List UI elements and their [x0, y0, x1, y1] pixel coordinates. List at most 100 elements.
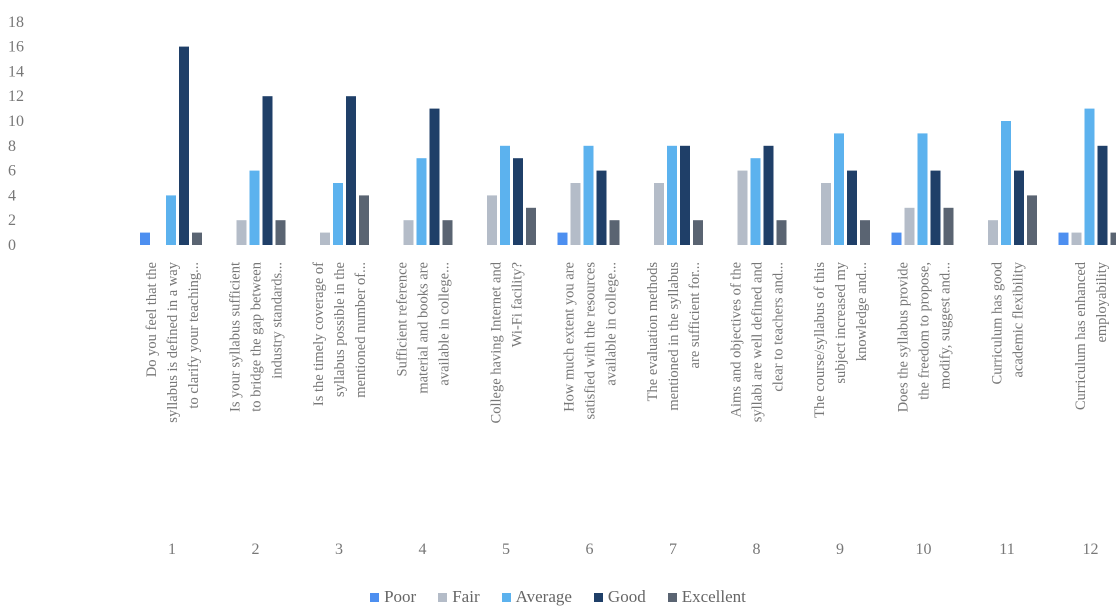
category-label-line: available in college... [437, 262, 453, 386]
category-label-line: Does the syllabus provide [896, 262, 912, 412]
category-label-5: College having Internet and Wi-Fi facilit… [489, 261, 526, 423]
y-tick-label: 8 [8, 138, 16, 155]
category-label-line: Aims and objectives of the [729, 262, 745, 417]
y-tick-label: 6 [8, 163, 16, 180]
category-number: 7 [669, 541, 677, 558]
category-number: 3 [335, 541, 343, 558]
category-label-line: syllabi are well defined and [750, 261, 766, 422]
bar-good-3 [346, 96, 356, 245]
bar-poor-12 [1058, 232, 1069, 245]
bar-excellent-6 [609, 220, 620, 245]
y-tick-label: 0 [8, 237, 16, 254]
category-label-line: Curriculum has good [990, 261, 1006, 384]
category-number: 12 [1083, 541, 1099, 558]
category-label-line: Sufficient reference [395, 262, 411, 376]
category-label-line: mentioned in the syllabus [666, 262, 682, 411]
legend-swatch [370, 592, 380, 602]
bar-good-8 [763, 145, 774, 245]
category-label-6: How much extent you are satisfied with th… [562, 262, 620, 420]
category-numbers: 1 2 3 4 5 6 7 8 9 10 11 12 [168, 541, 1099, 558]
bar-excellent-12 [1110, 232, 1116, 245]
bar-excellent-3 [359, 195, 369, 245]
category-label-9: The course/syllabus of this subject incre… [812, 261, 870, 418]
y-tick-label: 2 [8, 212, 16, 229]
category-label-line: satisfied with the resources [583, 262, 599, 420]
bar-good-6 [596, 170, 607, 245]
bar-good-11 [1014, 170, 1024, 245]
category-label-10: Does the syllabus provide the freedom to … [896, 262, 954, 412]
bar-fair-2 [236, 220, 247, 245]
legend-swatch [438, 592, 448, 602]
bar-excellent-10 [943, 207, 954, 245]
category-label-line: Do you feel that the [144, 262, 160, 377]
category-number: 9 [836, 541, 844, 558]
category-label-line: The evaluation methods [645, 262, 661, 402]
bar-fair-9 [821, 183, 831, 245]
bar-average-9 [834, 133, 844, 245]
category-label-line: clear to teachers and... [771, 262, 787, 392]
category-label-4: Sufficient reference material and books a… [395, 262, 453, 394]
category-label-3: Is the timely coverage of syllabus possib… [311, 262, 369, 406]
category-label-line: to clarify your teaching... [186, 262, 202, 409]
bar-average-8 [750, 158, 761, 245]
category-label-line: material and books are [416, 262, 432, 394]
y-tick-label: 18 [8, 14, 24, 31]
bar-fair-4 [403, 220, 414, 245]
bar-excellent-5 [526, 207, 536, 245]
legend-item-excellent: Excellent [667, 587, 746, 607]
bar-good-1 [179, 46, 189, 245]
category-label-line: academic flexibility [1011, 261, 1027, 377]
bar-excellent-4 [442, 220, 453, 245]
bars [140, 46, 1116, 245]
bar-poor-10 [891, 232, 902, 245]
bar-average-1 [166, 195, 176, 245]
category-label-line: available in college... [604, 262, 620, 386]
category-label-line: The course/syllabus of this [812, 262, 828, 418]
legend-swatch [593, 592, 603, 602]
category-label-line: Is your syllabus sufficient [228, 262, 244, 412]
category-number: 2 [252, 541, 260, 558]
legend-item-fair: Fair [438, 587, 480, 607]
y-tick-label: 10 [8, 113, 24, 130]
bar-average-7 [667, 145, 677, 245]
category-label-8: Aims and objectives of the syllabi are we… [729, 261, 787, 422]
category-label-line: subject increased my [833, 261, 849, 383]
category-label-11: Curriculum has good academic flexibility [990, 261, 1027, 384]
category-label-line: mentioned number of... [353, 262, 369, 398]
category-label-line: syllabus is defined in a way [165, 261, 181, 422]
bar-excellent-9 [860, 220, 870, 245]
category-label-line: the freedom to propose, [917, 262, 933, 400]
category-label-12: Curriculum has enhanced employability [1073, 261, 1110, 410]
bar-good-5 [513, 158, 523, 245]
bar-average-3 [333, 183, 343, 245]
y-tick-label: 4 [8, 187, 16, 204]
category-number: 10 [916, 541, 932, 558]
category-number: 8 [753, 541, 761, 558]
bar-average-12 [1084, 108, 1095, 245]
bar-average-4 [416, 158, 427, 245]
category-label-line: How much extent you are [562, 262, 578, 412]
legend-label: Excellent [681, 587, 746, 606]
legend-item-poor: Poor [370, 587, 416, 607]
legend-item-average: Average [501, 587, 572, 607]
category-label-line: industry standards... [270, 262, 286, 379]
bar-good-12 [1097, 145, 1108, 245]
bar-fair-12 [1071, 232, 1082, 245]
category-label-line: Is the timely coverage of [311, 262, 327, 406]
category-label-line: modify, suggest and... [938, 262, 954, 389]
y-tick-label: 16 [8, 39, 24, 56]
category-label-line: College having Internet and [489, 261, 505, 423]
bar-average-2 [249, 170, 260, 245]
legend-item-good: Good [593, 587, 646, 607]
category-number: 6 [586, 541, 594, 558]
bar-fair-7 [654, 183, 664, 245]
category-label-1: Do you feel that the syllabus is defined … [144, 261, 202, 422]
category-label-line: to bridge the gap between [249, 261, 265, 412]
legend-label: Poor [384, 587, 417, 606]
legend: Poor Fair Average Good Excellent [0, 585, 1116, 609]
category-number: 5 [502, 541, 510, 558]
bar-good-4 [429, 108, 440, 245]
bar-fair-5 [487, 195, 497, 245]
category-label-line: knowledge and... [854, 262, 870, 361]
